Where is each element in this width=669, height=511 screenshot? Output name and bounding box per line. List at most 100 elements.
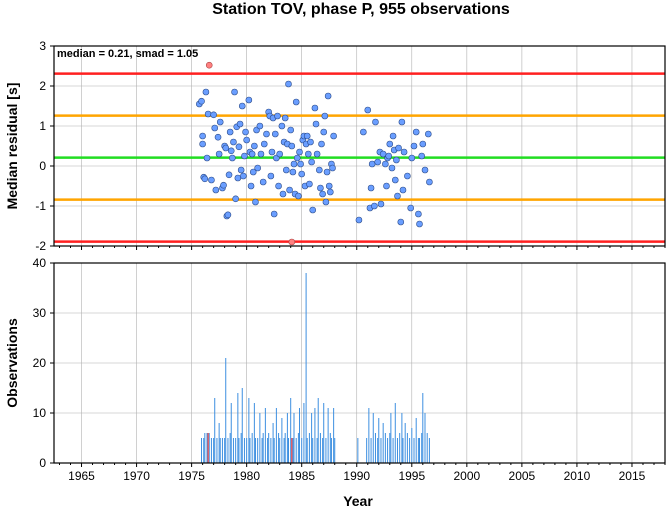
residual-point	[282, 166, 290, 174]
y-tick-label: 3	[39, 39, 46, 53]
x-tick-label: 1990	[343, 469, 370, 483]
residual-point	[295, 192, 302, 200]
residual-point	[285, 80, 292, 88]
residual-point	[242, 128, 249, 136]
outlier-point	[288, 238, 296, 246]
median-smad-annotation: median = 0.21, smad = 1.05	[57, 48, 198, 60]
observations-grid	[54, 262, 665, 464]
observation-bars	[201, 273, 430, 463]
residual-point	[419, 140, 427, 148]
residual-point	[271, 130, 279, 138]
residual-point	[371, 202, 378, 210]
residual-point	[240, 172, 247, 180]
y-tick-label: 2	[39, 79, 46, 93]
residual-point	[377, 200, 385, 208]
residual-point	[316, 166, 323, 174]
residual-point	[394, 192, 401, 200]
residual-point	[329, 164, 336, 172]
residual-point	[398, 118, 406, 126]
residual-point	[386, 140, 394, 148]
y-tick-label: -2	[35, 239, 46, 253]
residual-point	[372, 118, 379, 126]
residual-point	[238, 102, 246, 110]
residual-point	[311, 104, 319, 112]
residual-point	[224, 211, 232, 219]
residual-point	[389, 132, 397, 140]
observations-panel: 0 10 20 30 40 1965 1970 1975 1980 1985 1990 1995 20…	[4, 256, 666, 509]
residual-point	[215, 150, 223, 158]
residual-point	[226, 128, 234, 136]
residual-point	[235, 143, 243, 151]
residual-y-axis-label: Median residual [s]	[4, 83, 20, 210]
residual-point	[290, 160, 298, 168]
residual-point	[327, 188, 334, 196]
residual-point	[278, 122, 286, 130]
residual-point	[212, 186, 220, 194]
residual-point	[220, 181, 227, 189]
residual-point	[399, 186, 407, 194]
residual-point	[232, 195, 239, 203]
residual-point	[198, 97, 205, 105]
residual-point	[229, 154, 236, 162]
residual-point	[298, 170, 306, 178]
residual-point	[323, 168, 331, 176]
residual-point	[296, 148, 303, 156]
residual-point	[410, 142, 418, 150]
residual-point	[400, 148, 408, 156]
y-tick-label: 30	[33, 306, 47, 320]
residual-point	[330, 132, 337, 140]
residual-point	[303, 132, 311, 140]
residual-point	[202, 88, 210, 96]
residual-point	[241, 152, 248, 160]
residual-point	[407, 204, 414, 212]
residual-point	[320, 128, 328, 136]
residual-point	[416, 220, 423, 228]
x-tick-label: 2010	[564, 469, 591, 483]
residual-point	[208, 176, 215, 184]
residual-point	[252, 198, 259, 206]
residual-point	[210, 111, 217, 119]
residual-point	[425, 130, 432, 138]
residual-point	[297, 160, 304, 168]
x-tick-label: 1980	[233, 469, 260, 483]
residual-point	[426, 178, 433, 186]
residual-point	[268, 148, 276, 156]
residual-point	[418, 152, 426, 160]
residual-point	[231, 88, 238, 96]
residual-point	[293, 154, 301, 162]
residual-point	[408, 154, 416, 162]
residual-point	[288, 142, 296, 150]
residual-point	[279, 190, 287, 198]
residual-point	[287, 126, 294, 134]
x-tick-label: 1985	[288, 469, 315, 483]
y-tick-label: -1	[35, 199, 46, 213]
x-tick-label: 2000	[453, 469, 480, 483]
residual-point	[225, 171, 233, 179]
residual-point	[204, 110, 212, 118]
residual-point	[211, 124, 219, 132]
y-tick-label: 0	[39, 159, 46, 173]
residual-point	[391, 176, 399, 184]
x-tick-label: 1965	[68, 469, 95, 483]
residual-point	[318, 140, 325, 148]
x-tick-label: 2015	[619, 469, 646, 483]
observations-y-ticks: 0 10 20 30 40	[33, 256, 54, 470]
x-tick-label: 1995	[398, 469, 425, 483]
residual-point	[267, 172, 275, 180]
residual-point	[247, 182, 255, 190]
residual-point	[274, 112, 281, 120]
y-tick-label: 0	[39, 456, 46, 470]
residual-point	[251, 142, 258, 150]
y-tick-label: 20	[33, 356, 47, 370]
residual-point	[254, 164, 261, 172]
residual-point	[306, 180, 313, 188]
residual-point	[289, 168, 297, 176]
residual-point	[313, 150, 321, 158]
residual-point	[382, 160, 389, 168]
residual-point	[305, 150, 312, 158]
residual-point	[367, 184, 375, 192]
residual-point	[312, 120, 320, 128]
residual-point	[199, 132, 206, 140]
observations-y-axis-label: Observations	[4, 318, 20, 408]
